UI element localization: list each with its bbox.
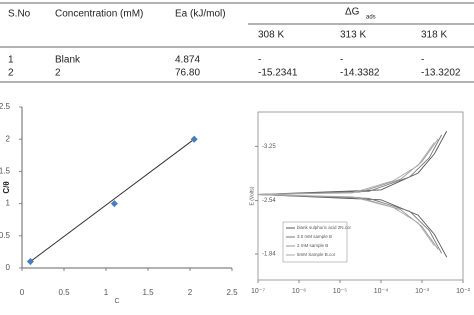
y-tick-label: 2.5 xyxy=(0,102,11,111)
y-tick-label: 0 xyxy=(6,263,11,272)
legend-label: 2 mM sample B xyxy=(297,243,328,248)
header-cell: Ea (kJ/mol) xyxy=(175,9,226,20)
legend-label: 5mM Sample B.cor xyxy=(297,252,336,257)
x-tick-label: 10⁻² xyxy=(456,288,470,295)
y-tick-label: -3.25 xyxy=(262,144,276,150)
legend-label: blank sulphuric acid 2N.cor xyxy=(297,225,352,230)
table-cell: - xyxy=(340,55,343,66)
table-cell: 2 xyxy=(8,68,14,79)
x-tick-label: 10⁻⁴ xyxy=(374,288,389,295)
y-axis-label: C/θ xyxy=(2,181,11,193)
table-cell: - xyxy=(421,55,424,66)
point xyxy=(110,200,118,208)
group-header: ΔG xyxy=(345,7,360,18)
header-cell: Concentration (mM) xyxy=(55,9,143,20)
table-cell: -13.3202 xyxy=(421,68,461,79)
y-tick-label: 1.5 xyxy=(0,167,11,176)
table-cell: -15.2341 xyxy=(258,68,298,79)
x-tick-label: 2 xyxy=(188,288,193,297)
x-tick-label: 10⁻⁶ xyxy=(292,288,306,295)
point xyxy=(190,135,198,143)
subheader-cell: 308 K xyxy=(258,30,284,41)
header-cell: S.No xyxy=(8,9,31,20)
subheader-cell: 318 K xyxy=(421,30,447,41)
x-tick-label: 1 xyxy=(104,288,109,297)
plot-frame xyxy=(257,111,464,281)
table-cell: Blank xyxy=(55,55,81,66)
x-tick-label: 10⁻⁵ xyxy=(333,288,347,295)
x-tick-label: 2.5 xyxy=(226,288,238,297)
y-axis-label: E (Volts) xyxy=(249,186,255,205)
trend-line xyxy=(30,138,195,262)
table-cell: 76.80 xyxy=(175,68,200,79)
y-tick-label: 0.5 xyxy=(0,231,11,240)
group-header-subscript: ads xyxy=(366,15,376,21)
table-cell: -14.3382 xyxy=(340,68,380,79)
legend-label: 3.0 mM sample B xyxy=(297,234,332,239)
table-cell: 2 xyxy=(55,68,61,79)
table-cell: 4.874 xyxy=(175,55,200,66)
y-tick-label: -2.54 xyxy=(262,198,276,204)
y-tick-label: 2 xyxy=(6,134,11,143)
x-tick-label: 1.5 xyxy=(142,288,154,297)
table-cell: 1 xyxy=(8,55,14,66)
x-tick-label: 10⁻⁷ xyxy=(251,288,265,295)
x-tick-label: 10⁻³ xyxy=(415,288,429,295)
table-cell: - xyxy=(258,55,261,66)
series-line xyxy=(257,142,435,246)
x-tick-label: 0.5 xyxy=(58,288,70,297)
x-axis-label: C xyxy=(114,298,119,305)
y-tick-label: -1.84 xyxy=(262,252,276,258)
x-tick-label: 0 xyxy=(20,288,25,297)
subheader-cell: 313 K xyxy=(340,30,366,41)
y-tick-label: 1 xyxy=(6,199,11,208)
point xyxy=(26,258,34,266)
